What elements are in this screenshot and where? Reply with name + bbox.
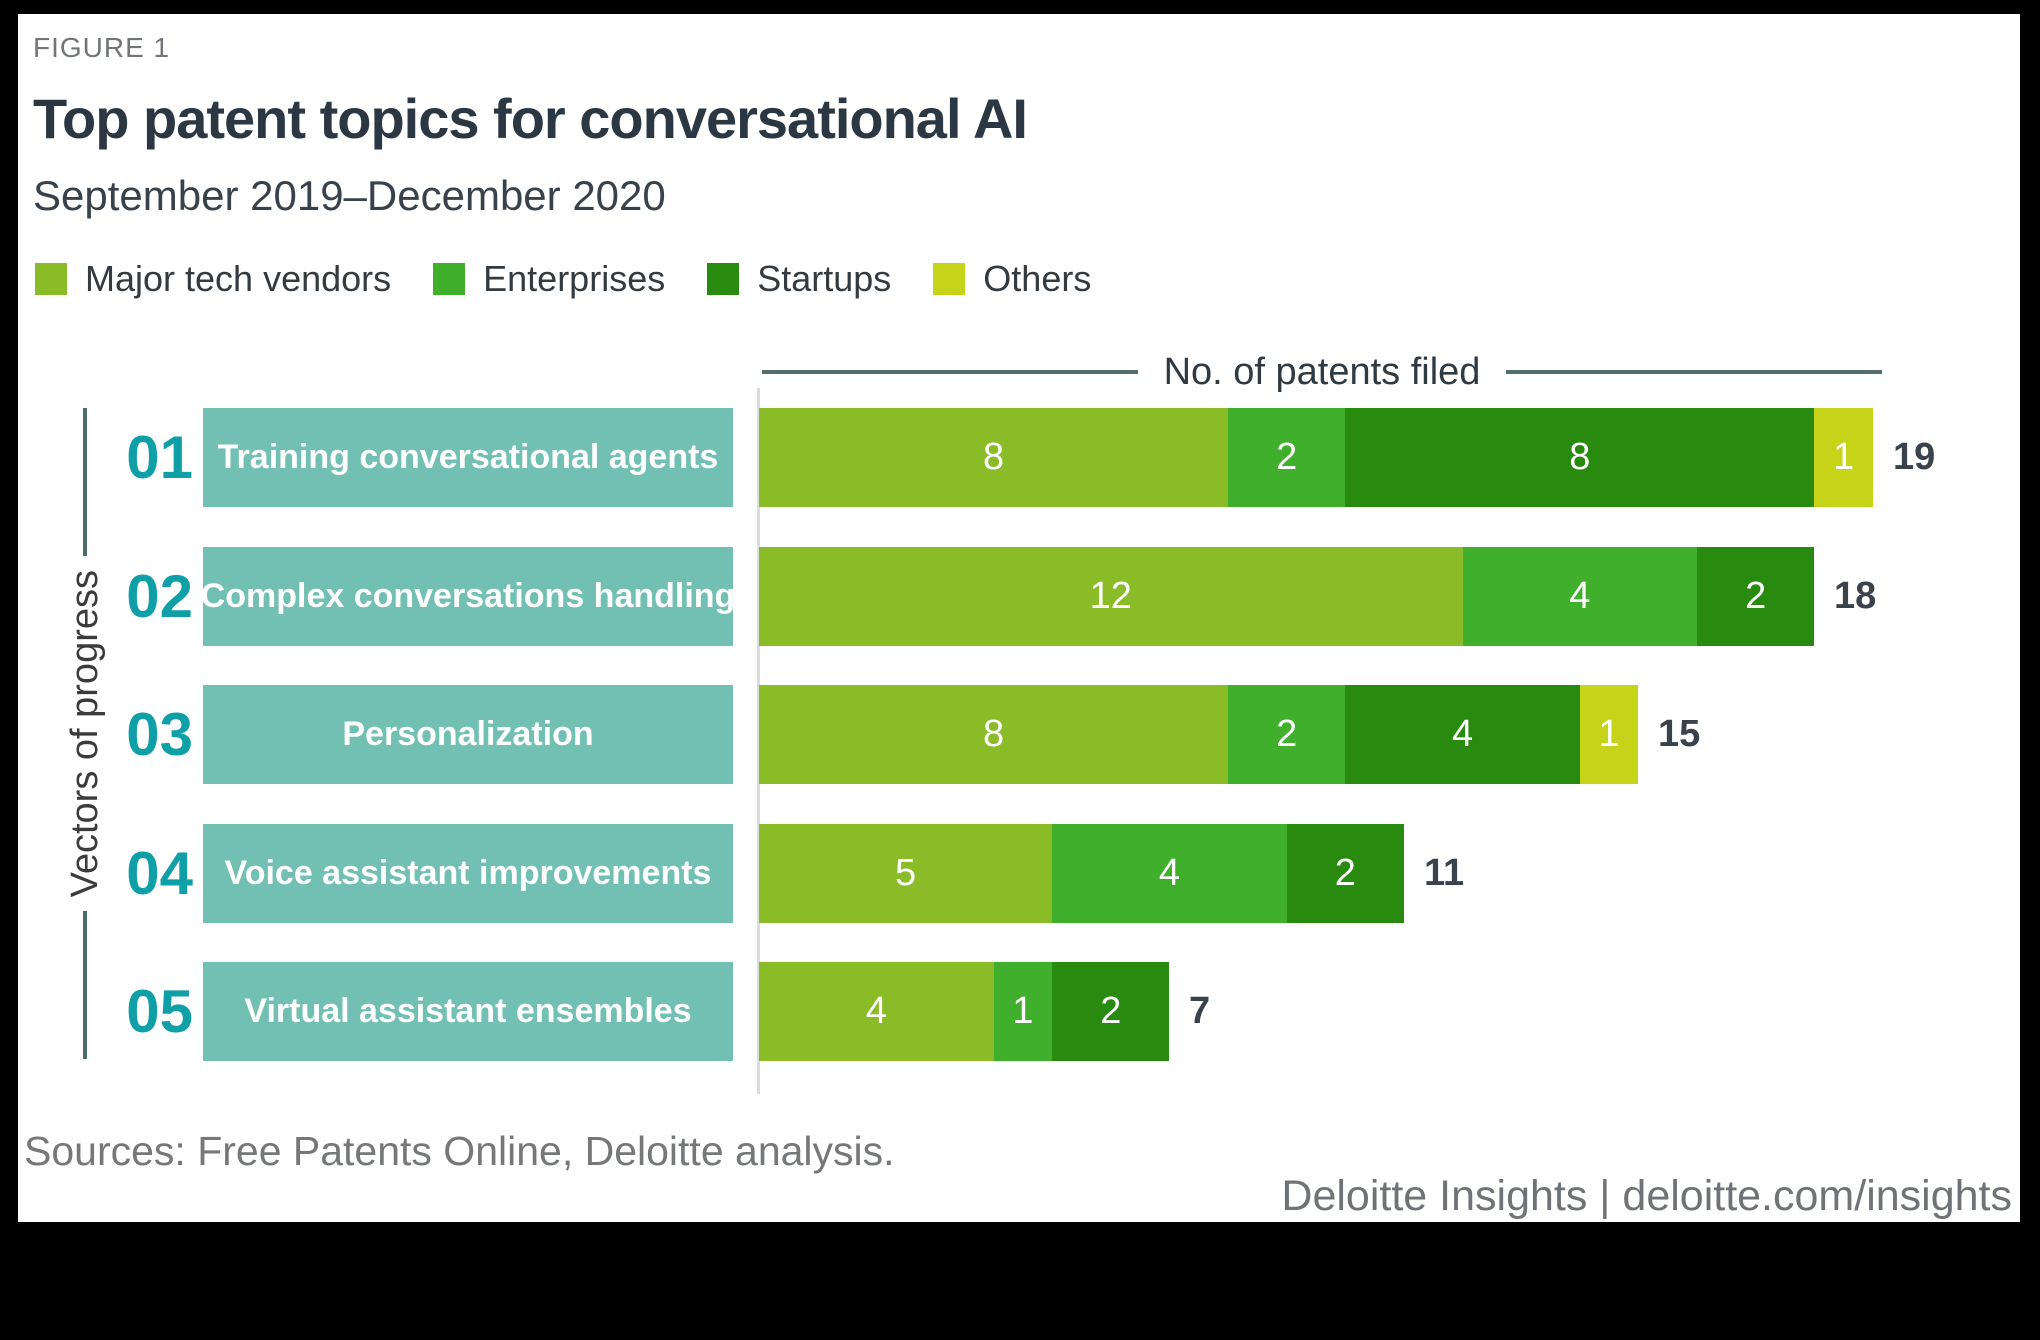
bar-segment: 2 [1052,962,1170,1061]
sources-note: Sources: Free Patents Online, Deloitte a… [24,1128,895,1174]
bar-segment: 8 [759,685,1229,784]
category-row: 03 Personalization 8 2 4 1 15 [18,685,2020,784]
stacked-bar: 4 1 2 [759,962,1170,1061]
category-label: Personalization [342,715,594,753]
y-axis-rail: Vectors of progress [62,408,108,1060]
bar-segment: 2 [1286,824,1404,923]
stacked-bar: 8 2 4 1 [759,685,1639,784]
stacked-bar-chart: No. of patents filed Vectors of progress… [18,14,2020,1222]
rank-number: 04 [126,840,193,907]
category-box: Personalization [203,685,733,784]
figure-label: FIGURE 1 [33,32,171,63]
legend-swatch-icon [433,263,466,295]
segment-value: 4 [1569,575,1591,617]
rank-number: 02 [126,563,193,630]
bar-segment: 2 [1228,408,1346,507]
legend-label: Enterprises [483,258,666,299]
segment-value: 2 [1100,990,1122,1032]
axis-header: No. of patents filed [762,350,1883,394]
category-box: Training conversational agents [203,408,733,507]
legend-item: Major tech vendors [35,258,391,300]
category-label: Training conversational agents [217,438,719,476]
subtitle-date-range: September 2019–December 2020 [33,172,666,219]
category-row: 01 Training conversational agents 8 2 8 1 19 [18,408,2020,507]
brand-footer: Deloitte Insights | deloitte.com/insight… [1281,1172,2012,1220]
total-value: 19 [1893,436,1936,478]
axis-baseline [757,388,760,1094]
stacked-bar: 8 2 8 1 [759,408,1873,507]
axis-header-label: No. of patents filed [1163,350,1481,393]
bar-segment: 4 [1462,547,1698,646]
category-box: Complex conversations handling [200,547,736,646]
category-row: 02 Complex conversations handling 12 4 2 18 [18,547,2020,646]
stacked-bar: 12 4 2 [759,547,1815,646]
bar-segment: 2 [1228,685,1346,784]
category-row: 05 Virtual assistant ensembles 4 1 2 7 [18,962,2020,1061]
segment-value: 1 [1012,990,1034,1032]
rank-number: 05 [126,978,193,1045]
bar-segment: 1 [1814,408,1873,507]
segment-value: 8 [1569,436,1591,478]
category-box: Virtual assistant ensembles [203,962,733,1061]
segment-value: 8 [982,436,1005,478]
stacked-bar: 5 4 2 [759,824,1404,923]
segment-value: 1 [1598,713,1620,755]
legend-item: Others [933,258,1091,300]
category-box: Voice assistant improvements [203,824,733,923]
segment-value: 2 [1276,436,1298,478]
bar-segment: 4 [1345,685,1580,784]
bar-segment: 5 [759,824,1053,923]
total-value: 7 [1189,990,1211,1032]
legend-item: Enterprises [433,258,665,300]
total-value: 11 [1424,852,1465,894]
segment-value: 2 [1745,575,1767,617]
legend-swatch-icon [35,263,67,295]
legend-label: Startups [757,258,892,299]
segment-value: 2 [1276,713,1298,755]
bar-segment: 8 [1345,408,1815,507]
category-label: Virtual assistant ensembles [244,992,692,1030]
bar-segment: 4 [759,962,994,1061]
legend-label: Others [983,258,1092,299]
bar-segment: 1 [1579,685,1639,784]
axis-header-line-right [1506,370,1883,374]
segment-value: 4 [1158,852,1180,894]
figure-content-area: FIGURE 1 Top patent topics for conversat… [18,14,2020,1222]
segment-value: 5 [895,852,917,894]
segment-value: 4 [1451,713,1474,755]
y-axis-rail-line-top [83,408,87,556]
legend-item: Startups [707,258,891,300]
bar-segment: 1 [993,962,1053,1061]
segment-value: 1 [1833,436,1855,478]
segment-value: 2 [1334,852,1356,894]
legend-label: Major tech vendors [85,258,392,299]
y-axis-rail-line-bottom [83,911,87,1060]
segment-value: 12 [1089,575,1132,617]
bar-segment: 8 [759,408,1229,507]
bar-segment: 12 [759,547,1463,646]
segment-value: 8 [982,713,1005,755]
total-value: 18 [1834,575,1877,617]
segment-value: 4 [865,990,887,1032]
total-value: 15 [1658,713,1701,755]
category-label: Complex conversations handling [200,577,736,615]
bar-segment: 4 [1052,824,1287,923]
axis-header-line-left [762,370,1138,374]
category-row: 04 Voice assistant improvements 5 4 2 11 [18,824,2020,923]
legend-swatch-icon [933,263,966,295]
rank-number: 03 [126,701,193,768]
legend-swatch-icon [707,263,740,295]
bar-segment: 2 [1697,547,1815,646]
rank-number: 01 [126,424,193,491]
page-title: Top patent topics for conversational AI [33,87,1028,150]
category-label: Voice assistant improvements [224,854,712,892]
legend: Major tech vendors Enterprises Startups Oth… [35,258,1091,300]
